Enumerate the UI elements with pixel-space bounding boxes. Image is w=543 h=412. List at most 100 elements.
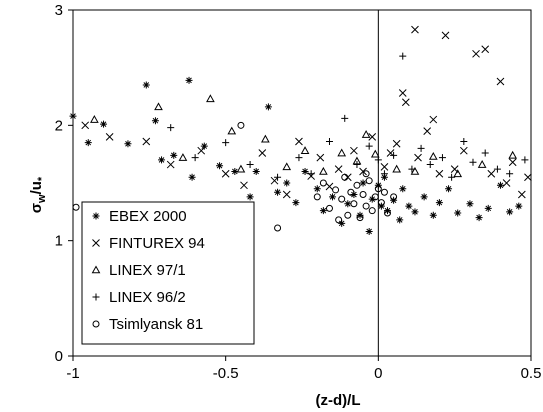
series-triangle <box>90 94 518 178</box>
data-point <box>264 103 272 111</box>
data-point <box>329 193 337 201</box>
data-point <box>240 181 248 190</box>
data-point <box>508 150 518 159</box>
data-point <box>301 167 309 175</box>
legend-box <box>81 201 255 345</box>
data-point <box>361 130 371 138</box>
plot-border <box>72 9 532 357</box>
data-point <box>261 134 270 143</box>
data-point <box>332 186 340 194</box>
data-point <box>341 114 349 122</box>
y-tick-label: 2 <box>55 117 63 134</box>
legend-marker <box>92 293 100 301</box>
data-point <box>502 179 511 187</box>
data-point <box>399 185 407 193</box>
data-point <box>274 188 282 196</box>
data-point <box>316 153 325 162</box>
legend-label: EBEX 2000 <box>109 208 187 225</box>
data-point <box>396 216 404 224</box>
series-circle <box>72 121 398 232</box>
axis-ticks: -1 -0.5 0 0.5 0 1 2 3 <box>55 2 542 382</box>
data-point <box>178 153 188 161</box>
data-point <box>338 219 346 227</box>
data-point <box>325 182 334 191</box>
legend-entry: EBEX 2000 <box>92 208 187 225</box>
data-point <box>365 142 373 150</box>
y-axis-label: σw/u* <box>28 176 48 213</box>
data-point <box>392 139 401 148</box>
legend-entry: LINEX 97/1 <box>91 262 186 279</box>
data-point <box>392 164 402 173</box>
data-point <box>319 179 327 187</box>
data-point <box>282 162 292 171</box>
data-point <box>81 121 90 130</box>
plot-frame <box>72 9 532 357</box>
data-point <box>334 165 343 174</box>
legend-label: LINEX 96/2 <box>109 289 186 306</box>
data-point <box>508 158 517 167</box>
data-point <box>347 188 355 196</box>
data-point <box>359 191 367 199</box>
data-point <box>227 126 237 135</box>
data-points <box>69 25 532 235</box>
data-point <box>319 207 327 215</box>
data-point <box>417 144 425 152</box>
data-point <box>350 200 358 208</box>
data-point <box>90 115 99 123</box>
data-point <box>496 181 504 189</box>
data-point <box>356 214 364 222</box>
legend-entry: LINEX 96/2 <box>92 289 186 306</box>
data-point <box>414 153 422 162</box>
legend-marker <box>92 239 100 247</box>
data-point <box>295 154 303 162</box>
data-point <box>487 169 496 178</box>
data-point <box>368 195 376 203</box>
legend-label: Tsimlyansk 81 <box>109 316 203 333</box>
data-point <box>350 191 358 199</box>
data-point <box>216 162 224 170</box>
data-point <box>368 133 377 141</box>
legend-entry: Tsimlyansk 81 <box>92 316 203 333</box>
data-point <box>274 224 282 232</box>
data-point <box>252 167 260 175</box>
data-point <box>270 176 279 185</box>
data-point <box>325 204 333 212</box>
data-point <box>237 121 245 129</box>
data-point <box>380 170 388 178</box>
data-point <box>411 25 419 34</box>
data-point <box>517 190 526 199</box>
data-point <box>365 227 373 235</box>
y-tick-label: 1 <box>55 233 63 250</box>
data-point <box>206 94 215 103</box>
data-point <box>246 193 254 201</box>
series-asterisk <box>69 76 523 235</box>
data-point <box>370 149 380 158</box>
data-point <box>307 170 315 178</box>
data-point <box>383 209 391 217</box>
data-point <box>410 166 420 175</box>
data-point <box>338 195 346 203</box>
data-point <box>496 77 505 86</box>
data-point <box>154 102 163 111</box>
data-point <box>344 200 352 208</box>
data-point <box>325 137 333 145</box>
data-point <box>441 31 450 40</box>
data-point <box>515 202 523 210</box>
data-point <box>481 149 489 157</box>
series-x <box>81 25 532 199</box>
data-point <box>246 161 254 169</box>
legend-entry: FINTUREX 94 <box>92 235 205 252</box>
data-point <box>475 214 483 222</box>
data-point <box>282 190 291 199</box>
data-point <box>359 179 367 187</box>
data-point <box>200 142 208 150</box>
data-point <box>105 133 114 141</box>
x-tick-label: -0.5 <box>213 365 239 382</box>
data-point <box>380 162 389 171</box>
data-point <box>231 167 239 175</box>
data-point <box>453 169 463 178</box>
data-point <box>258 149 267 157</box>
y-tick-label: 3 <box>55 2 63 19</box>
data-point <box>191 154 199 162</box>
